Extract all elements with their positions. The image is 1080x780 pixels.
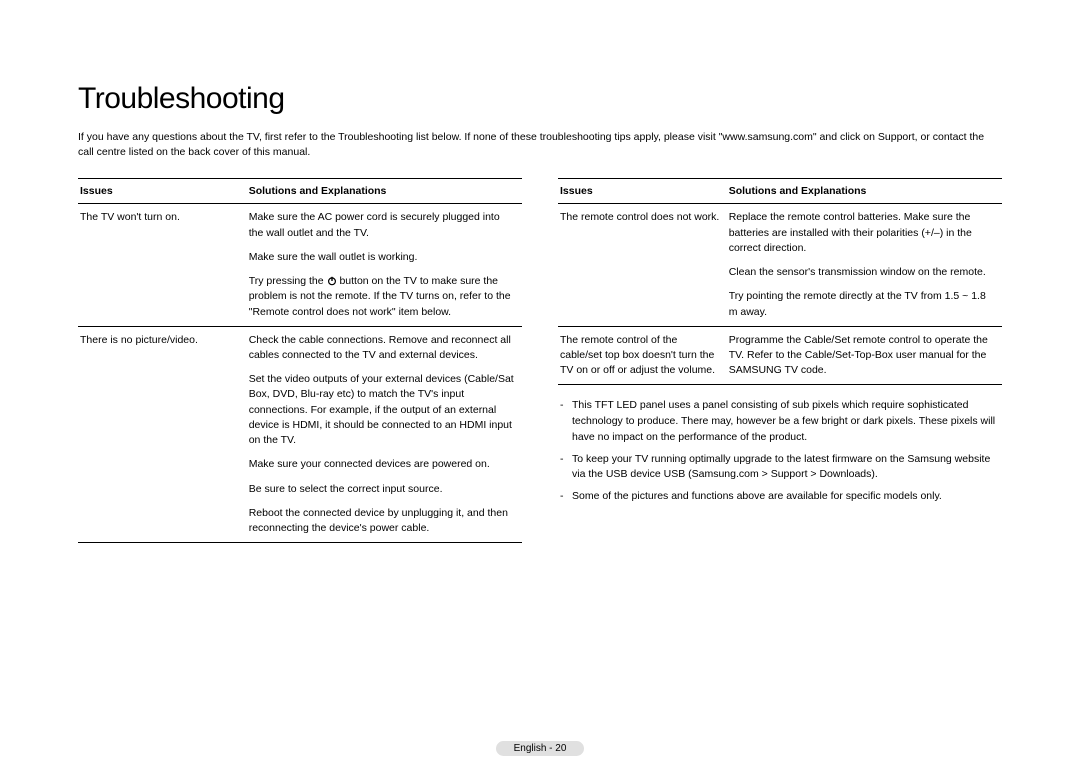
solution-text: Try pointing the remote directly at the … — [729, 289, 996, 319]
note-item: To keep your TV running optimally upgrad… — [558, 452, 1002, 484]
header-issues: Issues — [558, 179, 727, 204]
page-footer: English - 20 — [0, 741, 1080, 756]
issue-cell: The TV won't turn on. — [78, 204, 247, 326]
page-number-badge: English - 20 — [496, 741, 585, 756]
table-row: The remote control does not work.Replace… — [558, 204, 1002, 326]
content-columns: Issues Solutions and Explanations The TV… — [78, 178, 1002, 543]
solution-text: Programme the Cable/Set remote control t… — [729, 333, 996, 379]
solution-text: Be sure to select the correct input sour… — [249, 482, 516, 497]
note-item: Some of the pictures and functions above… — [558, 489, 1002, 505]
table-row: The TV won't turn on.Make sure the AC po… — [78, 204, 522, 326]
solution-text: Make sure the AC power cord is securely … — [249, 210, 516, 240]
solution-cell: Programme the Cable/Set remote control t… — [727, 326, 1002, 385]
header-solutions: Solutions and Explanations — [727, 179, 1002, 204]
power-icon — [327, 276, 337, 286]
solution-text: Check the cable connections. Remove and … — [249, 333, 516, 363]
solution-text: Set the video outputs of your external d… — [249, 372, 516, 448]
solution-text: Reboot the connected device by unpluggin… — [249, 506, 516, 536]
left-column: Issues Solutions and Explanations The TV… — [78, 178, 522, 543]
solution-text: Make sure your connected devices are pow… — [249, 457, 516, 472]
header-solutions: Solutions and Explanations — [247, 179, 522, 204]
page-title: Troubleshooting — [78, 82, 1002, 116]
note-item: This TFT LED panel uses a panel consisti… — [558, 398, 1002, 445]
table-row: There is no picture/video.Check the cabl… — [78, 326, 522, 542]
solution-cell: Check the cable connections. Remove and … — [247, 326, 522, 542]
intro-text: If you have any questions about the TV, … — [78, 130, 1002, 160]
troubleshooting-table-right: Issues Solutions and Explanations The re… — [558, 178, 1002, 385]
solution-text: Make sure the wall outlet is working. — [249, 250, 516, 265]
solution-text: Try pressing the button on the TV to mak… — [249, 274, 516, 320]
solution-text: Replace the remote control batteries. Ma… — [729, 210, 996, 256]
right-column: Issues Solutions and Explanations The re… — [558, 178, 1002, 543]
solution-text: Clean the sensor's transmission window o… — [729, 265, 996, 280]
troubleshooting-table-left: Issues Solutions and Explanations The TV… — [78, 178, 522, 543]
notes-list: This TFT LED panel uses a panel consisti… — [558, 398, 1002, 505]
header-issues: Issues — [78, 179, 247, 204]
solution-cell: Make sure the AC power cord is securely … — [247, 204, 522, 326]
issue-cell: The remote control does not work. — [558, 204, 727, 326]
solution-cell: Replace the remote control batteries. Ma… — [727, 204, 1002, 326]
table-row: The remote control of the cable/set top … — [558, 326, 1002, 385]
issue-cell: There is no picture/video. — [78, 326, 247, 542]
issue-cell: The remote control of the cable/set top … — [558, 326, 727, 385]
